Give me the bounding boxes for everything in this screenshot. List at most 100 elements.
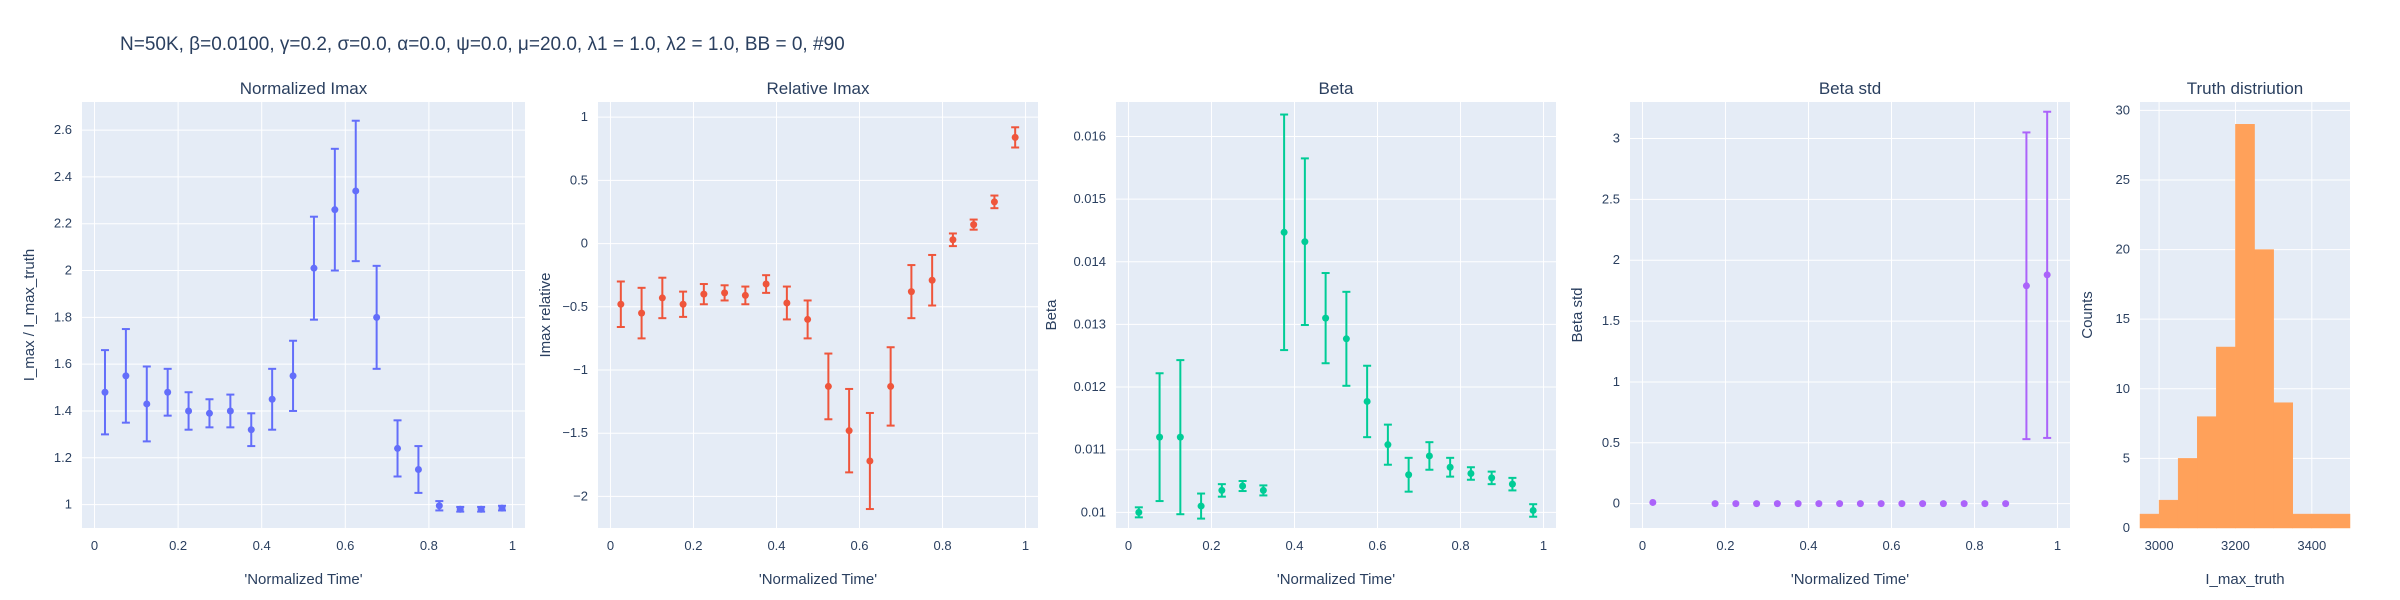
y-tick-label: 5 [2123, 450, 2130, 465]
y-tick-label: 2.5 [1602, 191, 1620, 206]
x-tick-label: 1 [1540, 538, 1547, 553]
y-tick-label: 0.01 [1081, 504, 1106, 519]
data-point [804, 315, 812, 323]
data-point [1467, 469, 1475, 477]
data-point [1773, 500, 1781, 508]
data-point [1753, 500, 1761, 508]
data-point [1446, 463, 1454, 471]
x-tick-label: 0.6 [850, 538, 868, 553]
plot-background [598, 102, 1038, 528]
y-tick-label: 0 [1613, 496, 1620, 511]
y-tick-label: −1 [573, 362, 588, 377]
data-point [887, 382, 895, 390]
y-tick-label: −0.5 [562, 299, 588, 314]
data-point [1301, 238, 1309, 246]
y-tick-label: 1.6 [54, 356, 72, 371]
histogram-bar [2139, 513, 2160, 529]
data-point [498, 504, 506, 512]
y-tick-label: 10 [2116, 381, 2130, 396]
data-point [1856, 500, 1864, 508]
x-tick-label: 0.2 [1716, 538, 1734, 553]
data-point [658, 294, 666, 302]
data-point [435, 502, 443, 510]
panel-title: Relative Imax [767, 79, 870, 98]
y-axis-label: I_max / I_max_truth [21, 249, 38, 382]
y-tick-label: 3 [1613, 131, 1620, 146]
x-axis-label: 'Normalized Time' [244, 571, 362, 588]
data-point [617, 300, 625, 308]
data-point [414, 465, 422, 473]
data-point [1508, 480, 1516, 488]
x-tick-label: 0 [607, 538, 614, 553]
data-point [2043, 271, 2051, 279]
data-point [700, 290, 708, 298]
data-point [970, 221, 978, 229]
data-point [741, 291, 749, 299]
data-point [268, 395, 276, 403]
y-tick-label: 0.014 [1073, 254, 1106, 269]
x-axis-label: 'Normalized Time' [1277, 571, 1395, 588]
x-tick-label: 0.4 [767, 538, 785, 553]
data-point [1960, 500, 1968, 508]
y-axis-label: Imax relative [537, 272, 554, 357]
y-tick-label: 1 [65, 497, 72, 512]
y-axis-label: Beta [1043, 299, 1060, 331]
x-tick-label: 3000 [2145, 538, 2174, 553]
y-tick-label: 20 [2116, 242, 2130, 257]
y-tick-label: 0 [2123, 520, 2130, 535]
data-point [1649, 498, 1657, 506]
data-point [289, 372, 297, 380]
data-point [331, 206, 339, 214]
x-tick-label: 3200 [2221, 538, 2250, 553]
x-tick-label: 0.6 [1882, 538, 1900, 553]
data-point [990, 198, 998, 206]
plot-background [1630, 102, 2070, 528]
data-point [1135, 508, 1143, 516]
panel-1: 0 0.2 0.4 0.6 0.8 1 1 1.2 1.4 1.6 1.8 2 2.2 2.4 2.6 Nor… [21, 79, 525, 588]
data-point [164, 388, 172, 396]
panel-title: Beta [1319, 79, 1355, 98]
y-tick-label: 2.4 [54, 169, 72, 184]
x-tick-label: 0.4 [1799, 538, 1817, 553]
x-tick-label: 0.2 [1202, 538, 1220, 553]
data-point [866, 457, 874, 465]
panel-2: 0 0.2 0.4 0.6 0.8 1 −2 −1.5 −1 −0.5 0 0.5 1 Relative … [537, 79, 1038, 588]
data-point [2002, 500, 2010, 508]
y-tick-label: 0.5 [1602, 435, 1620, 450]
y-tick-label: 1.5 [1602, 313, 1620, 328]
data-point [1156, 433, 1164, 441]
x-tick-label: 0.8 [420, 538, 438, 553]
y-tick-label: 2 [1613, 252, 1620, 267]
x-tick-label: 3400 [2297, 538, 2326, 553]
y-tick-label: 0.013 [1073, 316, 1106, 331]
data-point [373, 313, 381, 321]
data-point [1363, 397, 1371, 405]
histogram-bar [2330, 513, 2351, 529]
data-point [1815, 500, 1823, 508]
data-point [247, 426, 255, 434]
data-point [1919, 500, 1927, 508]
x-tick-label: 0.2 [169, 538, 187, 553]
y-tick-label: 1 [1613, 374, 1620, 389]
data-point [1898, 500, 1906, 508]
data-point [1218, 486, 1226, 494]
y-tick-label: −2 [573, 488, 588, 503]
x-tick-label: 0.6 [336, 538, 354, 553]
data-point [1239, 482, 1247, 490]
x-tick-label: 1 [2054, 538, 2061, 553]
plot-background [1116, 102, 1556, 528]
x-tick-label: 1 [509, 538, 516, 553]
data-point [638, 309, 646, 317]
y-axis-label: Beta std [1569, 287, 1586, 342]
y-tick-label: 0.5 [570, 172, 588, 187]
y-tick-label: 2 [65, 263, 72, 278]
y-tick-label: −1.5 [562, 425, 588, 440]
data-point [394, 444, 402, 452]
histogram-bar [2311, 513, 2332, 529]
data-point [1981, 500, 1989, 508]
data-point [2022, 282, 2030, 290]
data-point [122, 372, 130, 380]
data-point [1322, 314, 1330, 322]
histogram-bar [2177, 458, 2198, 529]
x-tick-label: 1 [1022, 538, 1029, 553]
